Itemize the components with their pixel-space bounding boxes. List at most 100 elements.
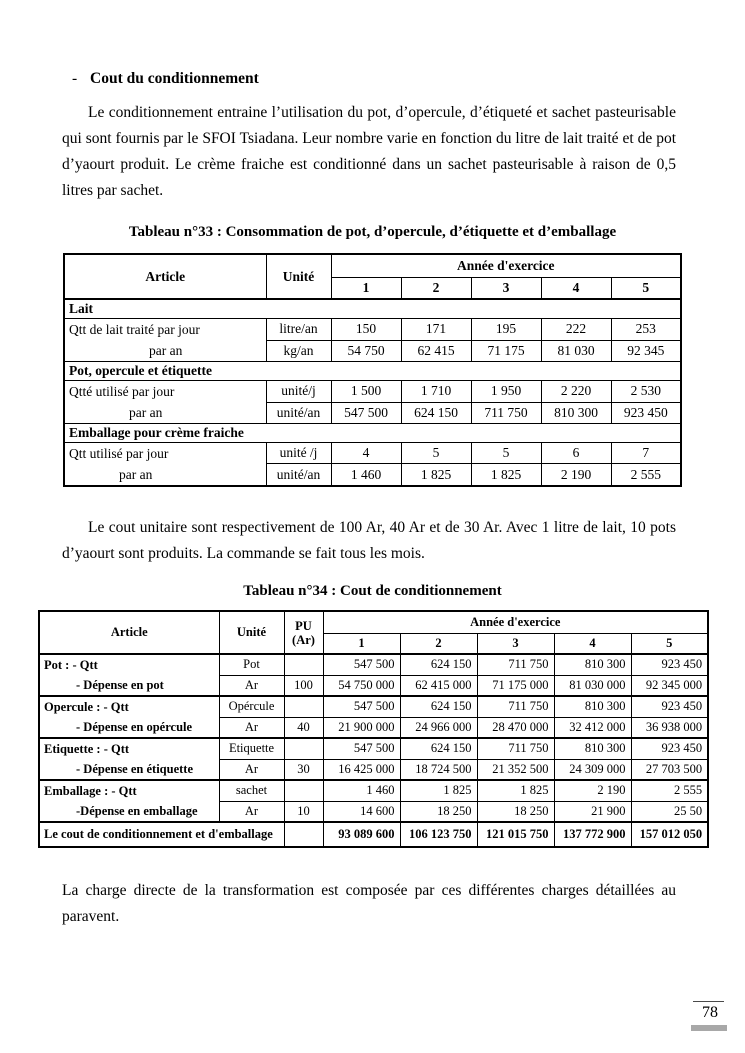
value-cell: 547 500 xyxy=(322,653,401,676)
total-pu-empty-cell xyxy=(283,821,324,848)
table34-cout-conditionnement: Article Unité PU (Ar) Année d'exercice 1… xyxy=(38,610,710,848)
article-cell: Emballage : - Qtt -Dépense en emballage xyxy=(38,779,220,823)
value-cell: 62 415 000 xyxy=(399,674,478,697)
value-cell: 2 190 xyxy=(553,779,632,802)
heading-bullet: - xyxy=(72,70,78,87)
table33-title: Tableau n°33 : Consommation de pot, d’op… xyxy=(128,224,617,240)
value-cell: 1 825 xyxy=(470,463,542,487)
value-cell: 1 950 xyxy=(470,380,542,403)
value-cell: 1 825 xyxy=(400,463,472,487)
value-cell: 36 938 000 xyxy=(630,716,709,739)
col-header-year: 5 xyxy=(630,633,709,655)
value-cell: 2 555 xyxy=(630,779,709,802)
value-cell: 16 425 000 xyxy=(322,758,401,781)
value-cell: 810 300 xyxy=(553,695,632,718)
value-cell: 1 460 xyxy=(322,779,401,802)
value-cell: 1 500 xyxy=(330,380,402,403)
pu-cell: 100 xyxy=(283,674,324,697)
unit-cell: unité/j xyxy=(265,380,332,403)
table-row: Ar 100 54 750 000 62 415 000 71 175 000 … xyxy=(39,674,709,697)
table-row: Opercule : - Qtt - Dépense en opércule O… xyxy=(38,695,709,739)
col-header-years-group: Année d'exercice xyxy=(330,253,682,278)
article-line2: par an xyxy=(119,467,153,482)
col-header-years-group: Année d'exercice xyxy=(322,610,709,634)
col-header-year: 2 xyxy=(399,633,478,655)
col-header-year: 3 xyxy=(476,633,555,655)
table-row: Pot, opercule et étiquette xyxy=(63,361,682,381)
footer-gray-bar xyxy=(691,1025,727,1031)
pu-cell: 30 xyxy=(283,758,324,781)
article-cell: Pot : - Qtt - Dépense en pot xyxy=(38,653,220,697)
article-cell: Etiquette : - Qtt - Dépense en étiquette xyxy=(38,737,220,781)
value-cell: 32 412 000 xyxy=(553,716,632,739)
table-row: Etiquette : - Qtt - Dépense en étiquette… xyxy=(38,737,709,781)
unit-cell: unité /j xyxy=(265,441,332,465)
value-cell: 28 470 000 xyxy=(476,716,555,739)
value-cell: 253 xyxy=(610,318,682,341)
value-cell: 624 150 xyxy=(399,737,478,760)
unit-cell: Ar xyxy=(218,758,285,781)
total-value-cell: 93 089 600 xyxy=(322,821,401,848)
value-cell: 6 xyxy=(540,441,612,465)
article-line2: par an xyxy=(129,405,163,420)
table-row: Ar 30 16 425 000 18 724 500 21 352 500 2… xyxy=(39,758,709,781)
value-cell: 5 xyxy=(400,441,472,465)
value-cell: 18 724 500 xyxy=(399,758,478,781)
value-cell: 711 750 xyxy=(470,401,542,424)
value-cell: 1 710 xyxy=(400,380,472,403)
value-cell: 810 300 xyxy=(540,401,612,424)
article-line1: Qtt de lait traité par jour xyxy=(69,322,200,337)
value-cell: 150 xyxy=(330,318,402,341)
value-cell: 624 150 xyxy=(399,653,478,676)
value-cell: 1 825 xyxy=(476,779,555,802)
section-header: Pot, opercule et étiquette xyxy=(63,361,682,381)
unit-cell: Ar xyxy=(218,716,285,739)
col-header-unit: Unité xyxy=(265,253,332,300)
unit-cell: Ar xyxy=(218,674,285,697)
col-header-year: 1 xyxy=(322,633,401,655)
value-cell: 711 750 xyxy=(476,737,555,760)
table-row: kg/an 54 750 62 415 71 175 81 030 92 345 xyxy=(64,339,682,362)
pu-cell xyxy=(283,653,324,676)
section-header: Lait xyxy=(63,298,682,319)
total-label: Le cout de conditionnement et d'emballag… xyxy=(38,821,285,848)
pu-line2: (Ar) xyxy=(292,632,315,647)
pu-cell xyxy=(283,737,324,760)
value-cell: 1 460 xyxy=(330,463,402,487)
value-cell: 2 220 xyxy=(540,380,612,403)
table-row: Lait xyxy=(63,298,682,319)
article-cell: Qtt utilisé par jour par an xyxy=(63,442,267,487)
table-row: unité/an 1 460 1 825 1 825 2 190 2 555 xyxy=(64,463,682,487)
unit-cell: Pot xyxy=(218,653,285,676)
value-cell: 25 50 xyxy=(630,800,709,823)
pu-cell xyxy=(283,695,324,718)
unit-cell: Opércule xyxy=(218,695,285,718)
unit-cell: unité/an xyxy=(265,401,332,424)
value-cell: 547 500 xyxy=(322,737,401,760)
value-cell: 923 450 xyxy=(630,653,709,676)
table33-consommation: Article Unité Année d'exercice 1 2 3 4 5… xyxy=(63,253,683,487)
article-cell: Qtt de lait traité par jour par an xyxy=(63,318,267,362)
table-row: unité/an 547 500 624 150 711 750 810 300… xyxy=(64,401,682,424)
value-cell: 711 750 xyxy=(476,653,555,676)
table-row: Qtté utilisé par jour par an unité/j 1 5… xyxy=(63,380,682,424)
article-line2: - Dépense en pot xyxy=(76,678,164,692)
table-row: Emballage : - Qtt -Dépense en emballage … xyxy=(38,779,709,823)
document-page: - Cout du conditionnement Le conditionne… xyxy=(38,70,710,925)
col-header-pu: PU (Ar) xyxy=(283,610,324,655)
unit-cell: litre/an xyxy=(265,318,332,341)
value-cell: 624 150 xyxy=(399,695,478,718)
total-value-cell: 137 772 900 xyxy=(553,821,632,848)
total-value-cell: 121 015 750 xyxy=(476,821,555,848)
value-cell: 711 750 xyxy=(476,695,555,718)
col-header-year: 4 xyxy=(553,633,632,655)
value-cell: 81 030 000 xyxy=(553,674,632,697)
value-cell: 27 703 500 xyxy=(630,758,709,781)
value-cell: 62 415 xyxy=(400,339,472,362)
table-row: Ar 40 21 900 000 24 966 000 28 470 000 3… xyxy=(39,716,709,739)
value-cell: 24 309 000 xyxy=(553,758,632,781)
value-cell: 21 352 500 xyxy=(476,758,555,781)
unit-cell: Etiquette xyxy=(218,737,285,760)
total-value-cell: 106 123 750 xyxy=(399,821,478,848)
article-line1: Opercule : - Qtt xyxy=(44,700,129,714)
